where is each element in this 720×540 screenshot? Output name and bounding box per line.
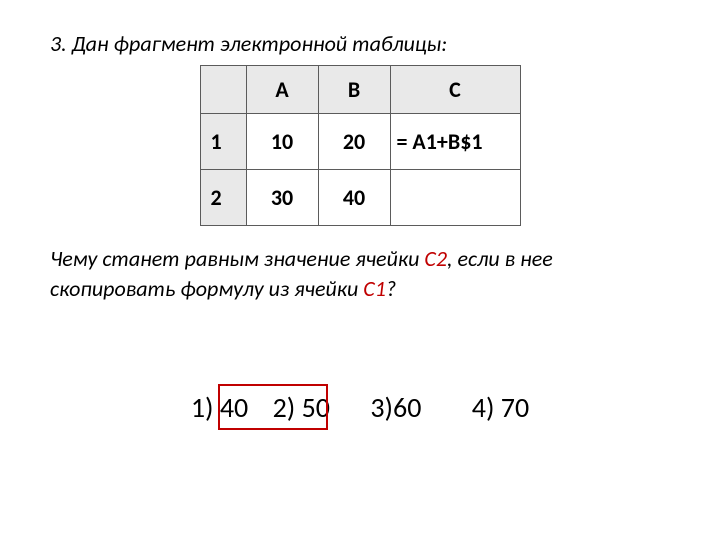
question-text: Чему станет равным значение ячейки С2, е… (50, 244, 670, 303)
cell-ref-c1: С1 (363, 275, 386, 302)
cell-a1: 10 (246, 114, 318, 170)
spreadsheet-fragment: A B C 1 10 20 = A1+B$1 2 30 40 (50, 65, 670, 226)
spreadsheet-table: A B C 1 10 20 = A1+B$1 2 30 40 (200, 65, 521, 226)
col-header-c: C (390, 66, 520, 114)
cell-c1: = A1+B$1 (390, 114, 520, 170)
col-header-b: B (318, 66, 390, 114)
question-part3: ? (386, 275, 396, 302)
cell-b2: 40 (318, 170, 390, 226)
cell-ref-c2: С2 (424, 245, 447, 272)
answer-options: 1) 40 2) 50 3)60 4) 70 (0, 390, 720, 425)
problem-title: 3. Дан фрагмент электронной таблицы: (50, 30, 670, 57)
row-header-2: 2 (200, 170, 246, 226)
cell-a2: 30 (246, 170, 318, 226)
answer-option-2: 2) 50 (273, 390, 330, 425)
col-header-a: A (246, 66, 318, 114)
cell-b1: 20 (318, 114, 390, 170)
corner-cell (200, 66, 246, 114)
question-part1: Чему станет равным значение ячейки (50, 245, 424, 272)
answer-option-1: 1) 40 (191, 390, 248, 425)
cell-c2 (390, 170, 520, 226)
answer-option-4: 4) 70 (472, 390, 529, 425)
answer-option-3: 3)60 (370, 390, 421, 425)
row-header-1: 1 (200, 114, 246, 170)
